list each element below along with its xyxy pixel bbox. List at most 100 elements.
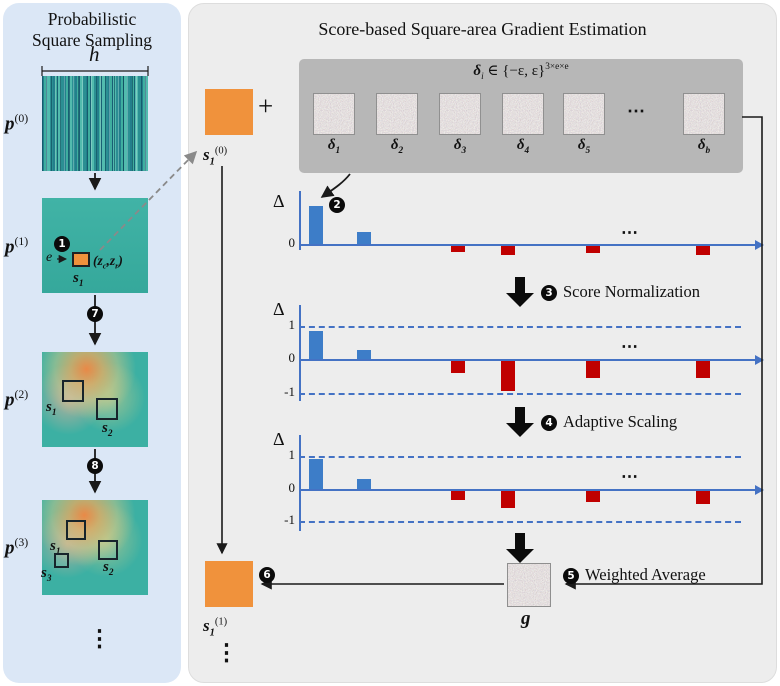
s2-label-p2: s2 (102, 420, 113, 439)
square-s1-on-p2 (62, 380, 84, 402)
delta-axis-label-1: Δ (273, 191, 285, 211)
x-axis-arrowhead-1 (755, 240, 764, 250)
thick-down-arrow-average (506, 533, 534, 563)
score-bar (357, 479, 371, 489)
score-bar (357, 350, 371, 359)
e-size-label: e (46, 250, 53, 265)
step-1-badge: 1 (54, 236, 70, 252)
square-s3-on-p3 (54, 553, 69, 568)
x-axis-arrowhead-3 (755, 485, 764, 495)
s1-label-p3: s1 (50, 538, 61, 557)
p3-superscript: (3) (14, 536, 29, 549)
noise-square-delta-2 (376, 93, 418, 135)
p3-label: p(3) (5, 536, 28, 559)
delta-3-label: δ3 (453, 137, 467, 156)
p1-superscript: (1) (14, 235, 29, 248)
delta-2-label: δ2 (390, 137, 404, 156)
score-bar (357, 232, 371, 244)
step-2-badge: 2 (329, 197, 345, 213)
chart-normalized-scores: Δ 1 0 -1 ⋯ (271, 297, 771, 407)
noise-cell-delta-3: δ3 (439, 93, 481, 165)
s1-label-p1: s1 (73, 270, 84, 289)
score-bar (309, 459, 323, 489)
score-bar (586, 246, 600, 253)
noise-texture (314, 94, 354, 134)
step-7-badge: 7 (87, 306, 103, 322)
noise-texture (440, 94, 480, 134)
chart-ellipsis: ⋯ (621, 467, 640, 486)
dashed-gridline (299, 521, 741, 523)
step-5-badge: 5 (563, 568, 579, 584)
thick-down-arrow-normalization (506, 277, 534, 307)
noise-square-delta-4 (502, 93, 544, 135)
p0-label: p(0) (5, 112, 28, 135)
y-tick-label: 1 (288, 317, 296, 332)
score-bar (586, 361, 600, 378)
y-tick-label: 0 (288, 480, 296, 495)
left-panel-title: Probabilistic Square Sampling (3, 9, 181, 50)
delta-5-label: δ5 (577, 137, 591, 156)
step-3-label: Score Normalization (563, 282, 700, 301)
y-axis-2 (299, 305, 301, 401)
delta-1-label: δ1 (327, 137, 341, 156)
dashed-gridline (299, 393, 741, 395)
score-bar (451, 491, 465, 500)
noise-cell-delta-1: δ1 (313, 93, 355, 165)
p1-symbol: p (5, 236, 15, 258)
score-bar (501, 246, 515, 255)
left-panel: Probabilistic Square Sampling h p(0) p(1… (3, 3, 181, 683)
chart-ellipsis: ⋯ (621, 223, 640, 242)
left-ellipsis: ⋮ (88, 626, 111, 651)
p0-superscript: (0) (14, 112, 29, 125)
h-width-label: h (89, 42, 100, 66)
y-axis-3 (299, 435, 301, 531)
delta-b-label: δb (697, 137, 711, 156)
dashed-gridline (299, 326, 741, 328)
noise-texture (684, 94, 724, 134)
g-label: g (521, 608, 531, 629)
left-title-line2: Square Sampling (31, 29, 153, 50)
score-bar (696, 491, 710, 504)
noise-texture (377, 94, 417, 134)
delta-axis-label-2: Δ (273, 299, 285, 319)
chart-scaled-scores: Δ 1 0 -1 ⋯ (271, 427, 771, 537)
y-tick-label: 1 (288, 447, 296, 462)
noise-cell-delta-2: δ2 (376, 93, 418, 165)
score-bar (586, 491, 600, 502)
square-s1-on-p3 (66, 520, 86, 540)
p2-probability-heatmap (42, 352, 148, 447)
step-5-label: Weighted Average (585, 565, 706, 584)
noise-ellipsis: ⋯ (627, 101, 645, 121)
right-panel-title: Score-based Square-area Gradient Estimat… (318, 19, 647, 39)
s1-1-label: s1(1) (203, 616, 228, 639)
x-axis-3 (299, 489, 755, 491)
noise-square-delta-1 (313, 93, 355, 135)
square-patch-s1-1 (205, 561, 253, 607)
score-bar (696, 246, 710, 255)
noise-cell-delta-b: δb (683, 93, 725, 165)
left-title-line1: Probabilistic (47, 9, 137, 29)
score-bar (451, 246, 465, 252)
step-4-label: Adaptive Scaling (563, 412, 678, 431)
square-coords-label: (zc,zr) (93, 253, 123, 271)
noise-texture (564, 94, 604, 134)
y-tick-label: -1 (284, 384, 295, 399)
s3-label-p3: s3 (41, 565, 52, 584)
y-tick-label: 0 (288, 350, 296, 365)
step-6-badge: 6 (259, 567, 275, 583)
p0-symbol: p (5, 113, 15, 135)
y-axis-1 (299, 191, 301, 250)
p0-striped-image (42, 76, 148, 171)
square-patch-s1-0 (205, 89, 253, 135)
y-tick-label: -1 (284, 512, 295, 527)
score-bar (501, 361, 515, 391)
p3-probability-heatmap (42, 500, 148, 595)
s1-label-p2: s1 (46, 399, 57, 418)
perturbation-panel: δi ∈ {−ε, ε}3×e×e δ1 δ2 δ3 δ4 δ5 ⋯ (299, 59, 743, 173)
x-axis-1 (299, 244, 755, 246)
p2-superscript: (2) (14, 388, 29, 401)
right-panel: Score-based Square-area Gradient Estimat… (188, 3, 777, 683)
step-8-badge: 8 (87, 458, 103, 474)
noise-square-delta-b (683, 93, 725, 135)
